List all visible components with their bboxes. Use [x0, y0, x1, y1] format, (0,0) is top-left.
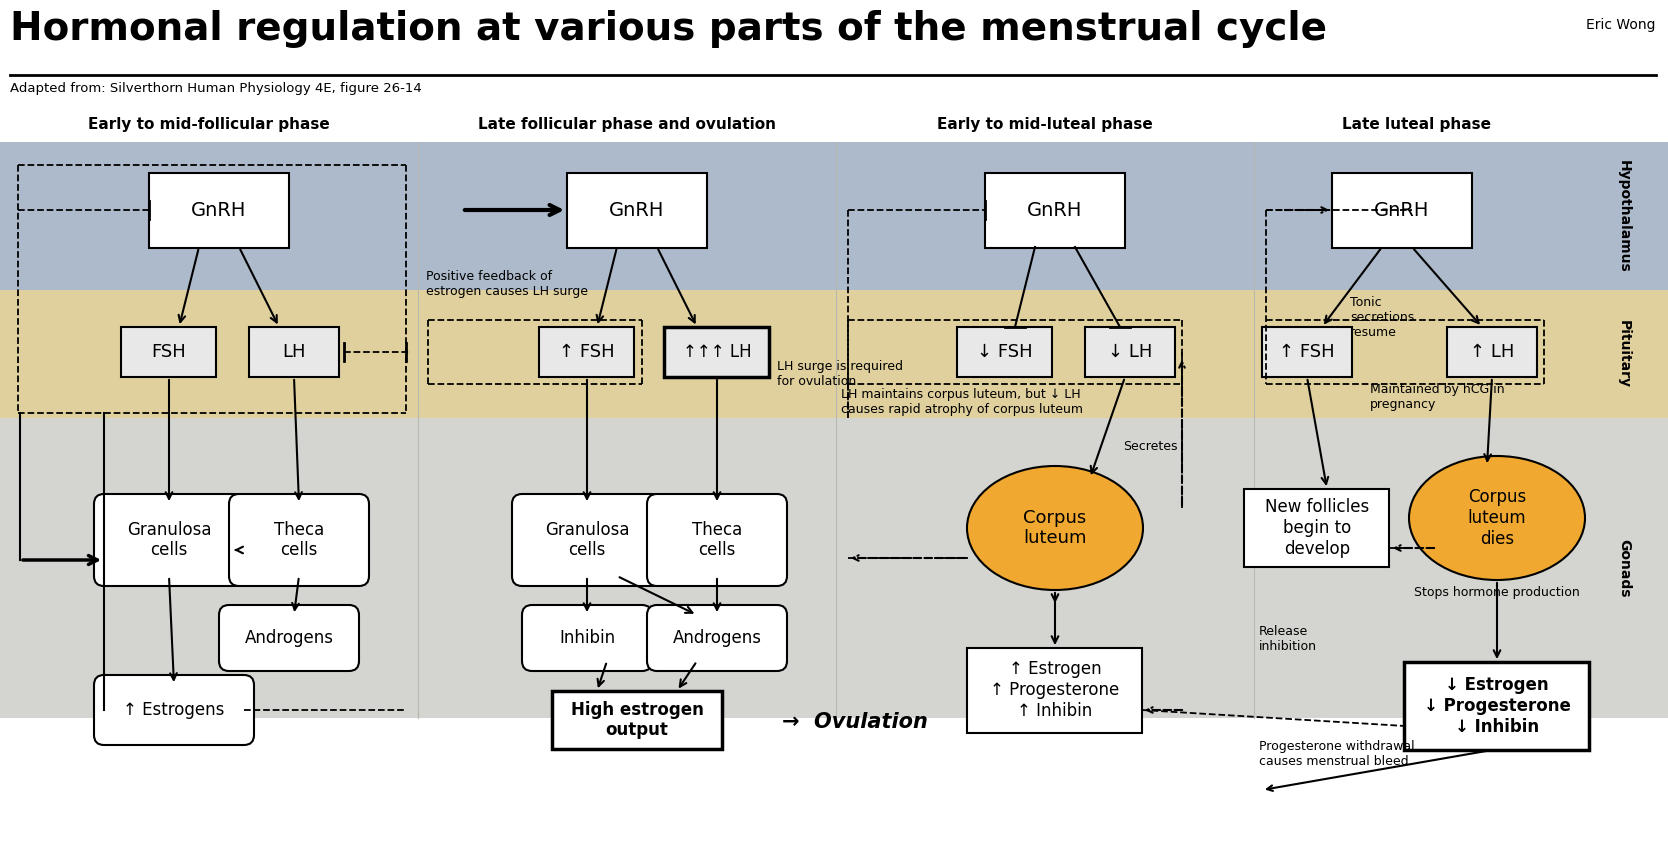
Text: Secretes: Secretes — [1123, 440, 1178, 453]
Text: ↑↑↑ LH: ↑↑↑ LH — [682, 343, 751, 361]
Text: GnRH: GnRH — [1374, 200, 1429, 220]
Bar — [0, 142, 1668, 290]
Text: Theca
cells: Theca cells — [274, 521, 324, 559]
FancyBboxPatch shape — [93, 494, 244, 586]
Ellipse shape — [967, 466, 1143, 590]
FancyBboxPatch shape — [93, 675, 254, 745]
Text: →  Ovulation: → Ovulation — [782, 712, 927, 732]
Text: Androgens: Androgens — [672, 629, 762, 647]
Text: High estrogen
output: High estrogen output — [570, 701, 704, 739]
FancyBboxPatch shape — [249, 327, 339, 377]
Text: ↓ FSH: ↓ FSH — [977, 343, 1032, 361]
Text: LH: LH — [282, 343, 305, 361]
FancyBboxPatch shape — [539, 327, 634, 377]
FancyBboxPatch shape — [647, 494, 787, 586]
FancyBboxPatch shape — [122, 327, 217, 377]
Text: FSH: FSH — [152, 343, 187, 361]
Text: LH surge is required
for ovulation: LH surge is required for ovulation — [777, 360, 902, 388]
Text: Positive feedback of
estrogen causes LH surge: Positive feedback of estrogen causes LH … — [425, 270, 589, 298]
FancyBboxPatch shape — [664, 327, 769, 377]
Text: Inhibin: Inhibin — [559, 629, 615, 647]
Text: GnRH: GnRH — [609, 200, 664, 220]
Text: Hypothalamus: Hypothalamus — [1616, 160, 1631, 272]
Text: Corpus
luteum
dies: Corpus luteum dies — [1468, 488, 1526, 547]
Text: Eric Wong: Eric Wong — [1586, 18, 1656, 32]
Text: Tonic
secretions
resume: Tonic secretions resume — [1349, 296, 1414, 339]
Ellipse shape — [1409, 456, 1585, 580]
Text: ↓ Estrogen
↓ Progesterone
↓ Inhibin: ↓ Estrogen ↓ Progesterone ↓ Inhibin — [1423, 676, 1571, 736]
Text: GnRH: GnRH — [192, 200, 247, 220]
Text: Stops hormone production: Stops hormone production — [1414, 586, 1580, 599]
Text: Maintained by hCG in
pregnancy: Maintained by hCG in pregnancy — [1369, 383, 1505, 411]
FancyBboxPatch shape — [1333, 172, 1471, 247]
Text: ↑ FSH: ↑ FSH — [559, 343, 615, 361]
Text: Pituitary: Pituitary — [1616, 320, 1631, 388]
Text: LH maintains corpus luteum, but ↓ LH
causes rapid atrophy of corpus luteum: LH maintains corpus luteum, but ↓ LH cau… — [841, 388, 1083, 416]
FancyBboxPatch shape — [512, 494, 662, 586]
FancyBboxPatch shape — [647, 605, 787, 671]
FancyBboxPatch shape — [522, 605, 652, 671]
FancyBboxPatch shape — [967, 648, 1143, 733]
FancyBboxPatch shape — [1263, 327, 1353, 377]
Text: New follicles
begin to
develop: New follicles begin to develop — [1264, 498, 1369, 558]
FancyBboxPatch shape — [1244, 489, 1389, 567]
Text: Theca
cells: Theca cells — [692, 521, 742, 559]
Text: Early to mid-follicular phase: Early to mid-follicular phase — [88, 117, 330, 132]
FancyBboxPatch shape — [1448, 327, 1536, 377]
Text: Adapted from: Silverthorn Human Physiology 4E, figure 26-14: Adapted from: Silverthorn Human Physiolo… — [10, 82, 422, 95]
FancyBboxPatch shape — [1404, 662, 1590, 750]
Text: Release
inhibition: Release inhibition — [1259, 625, 1318, 653]
Text: ↑ Estrogen
↑ Progesterone
↑ Inhibin: ↑ Estrogen ↑ Progesterone ↑ Inhibin — [991, 660, 1119, 720]
Text: ↑ FSH: ↑ FSH — [1279, 343, 1334, 361]
Text: Gonads: Gonads — [1616, 539, 1631, 597]
Text: Granulosa
cells: Granulosa cells — [127, 521, 212, 559]
Text: Androgens: Androgens — [245, 629, 334, 647]
FancyBboxPatch shape — [219, 605, 359, 671]
FancyBboxPatch shape — [567, 172, 707, 247]
Text: Granulosa
cells: Granulosa cells — [545, 521, 629, 559]
FancyBboxPatch shape — [229, 494, 369, 586]
FancyBboxPatch shape — [552, 691, 722, 749]
Text: GnRH: GnRH — [1027, 200, 1083, 220]
FancyBboxPatch shape — [1084, 327, 1174, 377]
Text: Corpus
luteum: Corpus luteum — [1022, 509, 1088, 547]
Text: Early to mid-luteal phase: Early to mid-luteal phase — [937, 117, 1153, 132]
Text: Hormonal regulation at various parts of the menstrual cycle: Hormonal regulation at various parts of … — [10, 10, 1328, 48]
Text: Progesterone withdrawal
causes menstrual bleed: Progesterone withdrawal causes menstrual… — [1259, 740, 1414, 768]
Text: ↓ LH: ↓ LH — [1108, 343, 1153, 361]
Text: Late luteal phase: Late luteal phase — [1343, 117, 1491, 132]
FancyBboxPatch shape — [148, 172, 289, 247]
Bar — [0, 418, 1668, 718]
Bar — [0, 290, 1668, 418]
Text: Late follicular phase and ovulation: Late follicular phase and ovulation — [479, 117, 776, 132]
Text: ↑ Estrogens: ↑ Estrogens — [123, 701, 225, 719]
FancyBboxPatch shape — [957, 327, 1053, 377]
FancyBboxPatch shape — [986, 172, 1124, 247]
Text: ↑ LH: ↑ LH — [1470, 343, 1515, 361]
